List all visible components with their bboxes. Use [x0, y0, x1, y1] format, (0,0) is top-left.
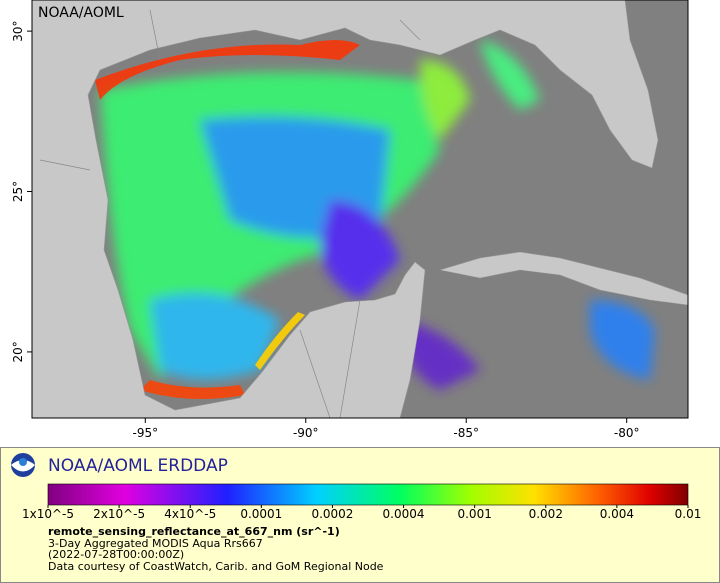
colorbar	[47, 483, 689, 506]
colorbar-label: 0.004	[600, 507, 634, 521]
colorbar-label: 0.0001	[240, 507, 282, 521]
coastal-band	[255, 312, 305, 370]
colorbar-label: 0.01	[675, 507, 702, 521]
map-frame	[31, 0, 689, 419]
noaa-logo-bird	[19, 458, 27, 466]
colorbar-label: 0.001	[457, 507, 491, 521]
axes: -95° -90° -85° -80° 30° 25° 20°	[11, 20, 640, 440]
land	[439, 251, 688, 306]
variable: remote_sensing_reflectance_at_667_nm (sr…	[48, 525, 340, 538]
data-overlay	[100, 40, 655, 390]
coastal-band	[95, 40, 360, 100]
x-tick-label: -85°	[453, 426, 479, 440]
coastal-band	[140, 380, 245, 399]
y-tick-label: 30°	[11, 20, 25, 41]
x-tick-label: -80°	[614, 426, 640, 440]
border-line	[39, 9, 421, 418]
colorbar-label: 1x10^-5	[22, 507, 74, 521]
y-tick-label: 20°	[11, 341, 25, 362]
x-tick-label: -95°	[132, 426, 158, 440]
credit: Data courtesy of CoastWatch, Carib. and …	[48, 560, 384, 573]
legend-title: NOAA/AOML ERDDAP	[48, 456, 228, 476]
watermark: NOAA/AOML	[38, 5, 124, 21]
map	[32, 0, 688, 418]
colorbar-label: 0.0004	[383, 507, 425, 521]
land	[32, 0, 659, 418]
x-tick-label: -90°	[293, 426, 319, 440]
colorbar-label: 0.002	[529, 507, 563, 521]
colorbar-label: 4x10^-5	[164, 507, 216, 521]
colorbar-label: 2x10^-5	[93, 507, 145, 521]
dataset: 3-Day Aggregated MODIS Aqua Rrs667	[48, 537, 263, 550]
legend-panel	[0, 447, 720, 583]
colorbar-label: 0.0002	[311, 507, 353, 521]
y-tick-label: 25°	[11, 181, 25, 202]
colorbar-labels: 1x10^-5 2x10^-5 4x10^-5 0.0001 0.0002 0.0004 0…	[22, 505, 701, 521]
time: (2022-07-28T00:00:00Z)	[48, 548, 184, 561]
